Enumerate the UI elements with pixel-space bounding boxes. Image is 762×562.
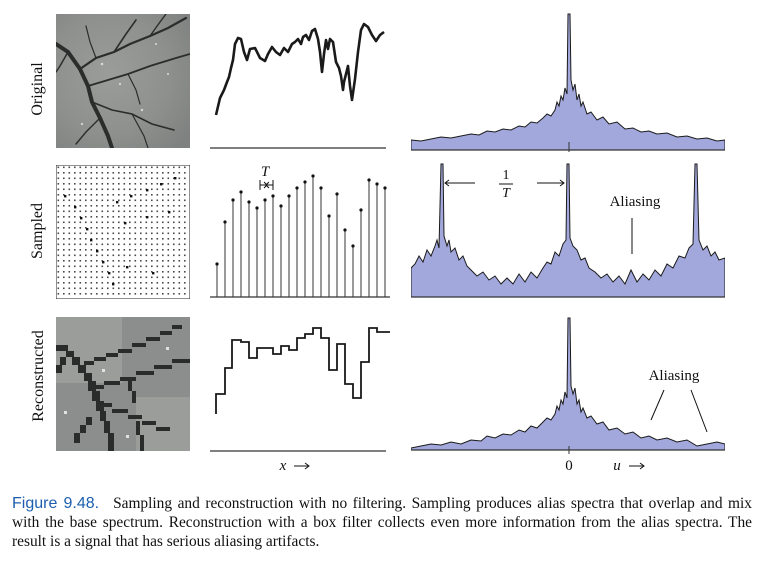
original-image xyxy=(56,14,190,148)
u-axis-label: u xyxy=(613,458,621,474)
reconstructed-signal-plot: x xyxy=(210,327,390,474)
reconstructed-image xyxy=(56,317,190,451)
reconstructed-spectrum[interactable]: Aliasing 0 u xyxy=(411,314,725,474)
figure-number: Figure 9.48. xyxy=(12,495,100,512)
aliasing-label-2: Aliasing xyxy=(649,368,700,384)
caption-text: Sampling and reconstruction with no filt… xyxy=(12,495,752,550)
row-label-reconstructed: Reconstructed xyxy=(30,330,47,422)
figure-caption: Figure 9.48. Sampling and reconstruction … xyxy=(12,494,752,551)
sampled-spectrum[interactable]: 1 T Aliasing xyxy=(411,160,725,302)
zero-tick-label: 0 xyxy=(565,458,573,474)
original-signal-plot xyxy=(210,22,386,149)
freq-denominator: T xyxy=(502,186,511,201)
freq-numerator: 1 xyxy=(503,168,510,183)
original-spectrum-fill xyxy=(411,13,725,151)
original-spectrum[interactable] xyxy=(411,10,725,152)
period-label: T xyxy=(261,164,271,180)
sampled-signal-plot: T xyxy=(210,164,390,298)
sampled-spectrum-fill xyxy=(411,163,725,298)
x-axis-label: x xyxy=(279,458,287,474)
sampled-image xyxy=(56,165,190,299)
reconstructed-spectrum-fill xyxy=(411,317,725,451)
row-label-sampled: Sampled xyxy=(29,203,46,259)
aliasing-label-1: Aliasing xyxy=(610,194,661,210)
row-label-original: Original xyxy=(29,62,46,116)
